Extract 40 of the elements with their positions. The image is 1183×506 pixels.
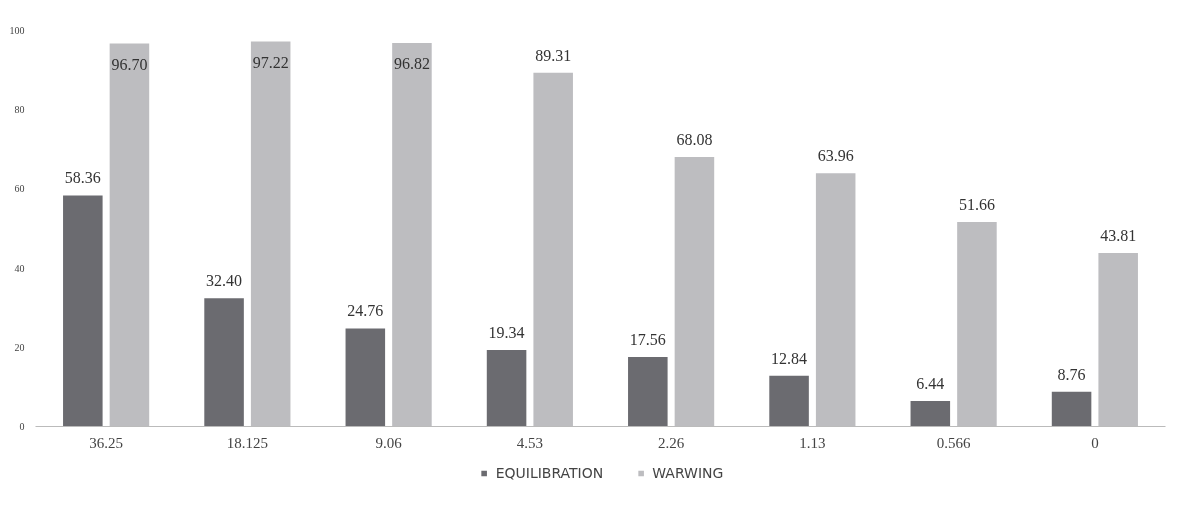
bar bbox=[628, 356, 668, 427]
y-tick-label: 60 bbox=[14, 183, 25, 195]
data-label: 89.31 bbox=[535, 46, 572, 64]
data-label: 32.40 bbox=[206, 272, 243, 290]
bar bbox=[769, 375, 809, 427]
bar bbox=[910, 401, 951, 427]
data-label: 51.66 bbox=[958, 195, 995, 213]
data-label: 96.70 bbox=[111, 55, 148, 73]
data-label: 43.81 bbox=[1100, 227, 1137, 245]
data-label: 96.82 bbox=[393, 55, 430, 73]
legend-label: WARWING bbox=[652, 464, 724, 481]
y-tick-label: 20 bbox=[14, 341, 25, 353]
y-tick-label: 40 bbox=[14, 262, 25, 274]
data-label: 63.96 bbox=[817, 147, 854, 165]
data-label: 58.36 bbox=[64, 169, 101, 187]
y-tick-label: 80 bbox=[14, 104, 25, 116]
data-label: 17.56 bbox=[629, 330, 666, 348]
x-tick-label: 1.13 bbox=[799, 434, 826, 451]
x-tick-label: 0 bbox=[1091, 434, 1099, 451]
y-tick-label: 0 bbox=[19, 421, 25, 432]
x-tick-label: 2.26 bbox=[658, 434, 685, 451]
bar bbox=[204, 298, 244, 427]
data-label: 68.08 bbox=[676, 130, 713, 148]
bar bbox=[345, 328, 386, 427]
x-tick-label: 9.06 bbox=[375, 434, 403, 451]
data-label: 97.22 bbox=[252, 53, 289, 71]
data-label: 12.84 bbox=[771, 349, 808, 367]
bar bbox=[1051, 391, 1092, 427]
data-label: 19.34 bbox=[488, 323, 525, 341]
x-tick-label: 36.25 bbox=[89, 434, 123, 451]
x-tick-label: 0.566 bbox=[936, 434, 971, 451]
bar bbox=[63, 195, 103, 427]
data-label: 8.76 bbox=[1057, 365, 1086, 383]
legend-label: EQUILIBRATION bbox=[495, 464, 604, 481]
data-label: 24.76 bbox=[347, 302, 384, 320]
y-tick-label: 100 bbox=[9, 25, 25, 36]
data-label: 6.44 bbox=[916, 375, 945, 392]
x-tick-label: 4.53 bbox=[516, 434, 543, 451]
bar bbox=[486, 349, 527, 427]
x-tick-label: 18.125 bbox=[226, 434, 268, 451]
